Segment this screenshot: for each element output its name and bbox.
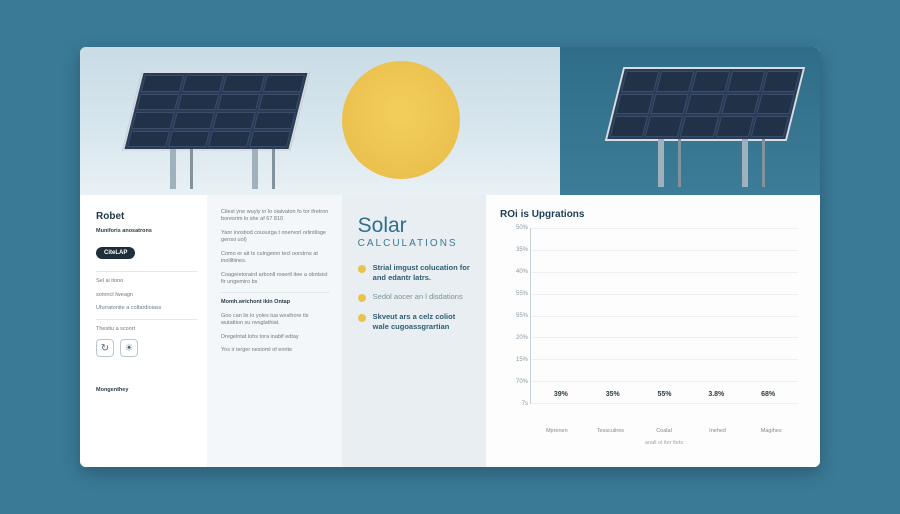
bullet-dot-icon: [358, 265, 366, 273]
chart-x-label: Inehed: [698, 428, 738, 434]
hero-band: [80, 47, 820, 195]
feature-subtitle: CALCULATIONS: [358, 238, 472, 249]
sidebar-heading: Robet: [96, 211, 197, 222]
description-column: Cilest yne wuyly in lo oialvaton fo tor …: [207, 195, 342, 467]
solar-panel-right: [614, 67, 796, 141]
sidebar-block2-l2: somnct fweagn: [96, 292, 197, 299]
refresh-icon[interactable]: ↻: [96, 339, 114, 357]
chart-gridline: [531, 337, 798, 338]
chart-y-tick: 50%: [516, 225, 528, 231]
desc-subheading: Momh.wrichont ikin Ontap: [221, 299, 330, 306]
sun-icon[interactable]: ☀: [120, 339, 138, 357]
sidebar-badge[interactable]: CiteLAP: [96, 247, 135, 259]
chart-x-caption: anall ol iter ltets: [530, 440, 798, 446]
bullet-text: Strial imgust colucation for and edantr …: [373, 263, 472, 282]
chart-y-tick: 70%: [516, 379, 528, 385]
desc-p7: Yos ir ierger nesioml of enrite: [221, 347, 330, 354]
desc-p6: Dregelntat lohs tora inabif edtay: [221, 334, 330, 341]
chart-y-tick: 55%: [516, 313, 528, 319]
infographic-card: Robet Muniforis anosatrons CiteLAP Sel a…: [80, 47, 820, 467]
chart-title: ROi is Upgrations: [500, 209, 802, 220]
bullet-dot-icon: [358, 314, 366, 322]
chart-gridline: [531, 294, 798, 295]
solar-panel-left: [132, 71, 300, 151]
chart-gridline: [531, 272, 798, 273]
chart-gridline: [531, 228, 798, 229]
bullet-text: Sedol aocer an l disdations: [373, 292, 463, 301]
chart-y-tick: 55%: [516, 291, 528, 297]
chart-x-label: Tessculires: [590, 428, 630, 434]
sidebar-footer: Mongenthey: [96, 387, 197, 394]
sidebar-block2-l3: Ufurratonite a coltardioiass: [96, 305, 197, 312]
bar-chart: 50% 35% 40% 55% 55% 20% 15% 70% 7s 39% 35% 55% 3.8%…: [506, 228, 802, 428]
chart-x-label: Magihes: [751, 428, 791, 434]
sidebar-block2-l1: Sel ai itono: [96, 278, 197, 285]
solar-panel-left-frame: [122, 71, 310, 151]
chart-column: ROi is Upgrations 50% 35% 40% 55% 55% 20% 15% 7…: [486, 195, 820, 467]
sun-graphic: [342, 61, 460, 179]
chart-x-label: Coalal: [644, 428, 684, 434]
content-row: Robet Muniforis anosatrons CiteLAP Sel a…: [80, 195, 820, 467]
chart-bar-value-label: 68%: [761, 391, 775, 398]
feature-bullet: Strial imgust colucation for and edantr …: [358, 263, 472, 282]
sidebar-block3-l1: Thestiu a scoort: [96, 326, 197, 333]
solar-panel-right-frame: [605, 67, 805, 141]
feature-bullet: Sedol aocer an l disdations: [358, 292, 472, 302]
desc-p5: Goo can lis lo yoles tua wesihore tls wu…: [221, 313, 330, 328]
feature-title: Solar: [358, 215, 472, 236]
chart-y-tick: 35%: [516, 247, 528, 253]
chart-y-ticks: 50% 35% 40% 55% 55% 20% 15% 70% 7s: [502, 228, 528, 404]
bullet-text: Skveut ars a celz coliot wale cugoassgra…: [373, 312, 472, 331]
chart-x-labels: Mprenen Tessculires Coalal Inehed Magihes: [530, 428, 798, 434]
desc-p1: Cilest yne wuyly in lo oialvaton fo tor …: [221, 209, 330, 224]
chart-bar-value-label: 55%: [657, 391, 671, 398]
chart-gridline: [531, 403, 798, 404]
sidebar-line1: Muniforis anosatrons: [96, 228, 197, 235]
chart-plot-area: 39% 35% 55% 3.8% 68%: [530, 228, 798, 404]
desc-p3: Como er ait ts culngeinn tecl oorstrns a…: [221, 251, 330, 266]
desc-p4: Coageietoraird arbonll rosertl itee a ob…: [221, 272, 330, 287]
chart-x-label: Mprenen: [537, 428, 577, 434]
chart-gridline: [531, 316, 798, 317]
chart-bar-value-label: 35%: [606, 391, 620, 398]
chart-bar-value-label: 39%: [554, 391, 568, 398]
chart-bar-value-label: 3.8%: [708, 391, 724, 398]
chart-y-tick: 20%: [516, 335, 528, 341]
feature-column: Solar CALCULATIONS Strial imgust colucat…: [342, 195, 486, 467]
bullet-dot-icon: [358, 294, 366, 302]
sidebar-column: Robet Muniforis anosatrons CiteLAP Sel a…: [80, 195, 207, 467]
chart-y-tick: 7s: [522, 401, 528, 407]
feature-bullet: Skveut ars a celz coliot wale cugoassgra…: [358, 312, 472, 331]
chart-y-tick: 40%: [516, 269, 528, 275]
chart-gridline: [531, 381, 798, 382]
chart-gridline: [531, 359, 798, 360]
desc-p2: Yanr inostiod cousurga t onervorl orlint…: [221, 230, 330, 245]
feature-bullet-list: Strial imgust colucation for and edantr …: [358, 263, 472, 331]
chart-gridline: [531, 250, 798, 251]
chart-y-tick: 15%: [516, 357, 528, 363]
